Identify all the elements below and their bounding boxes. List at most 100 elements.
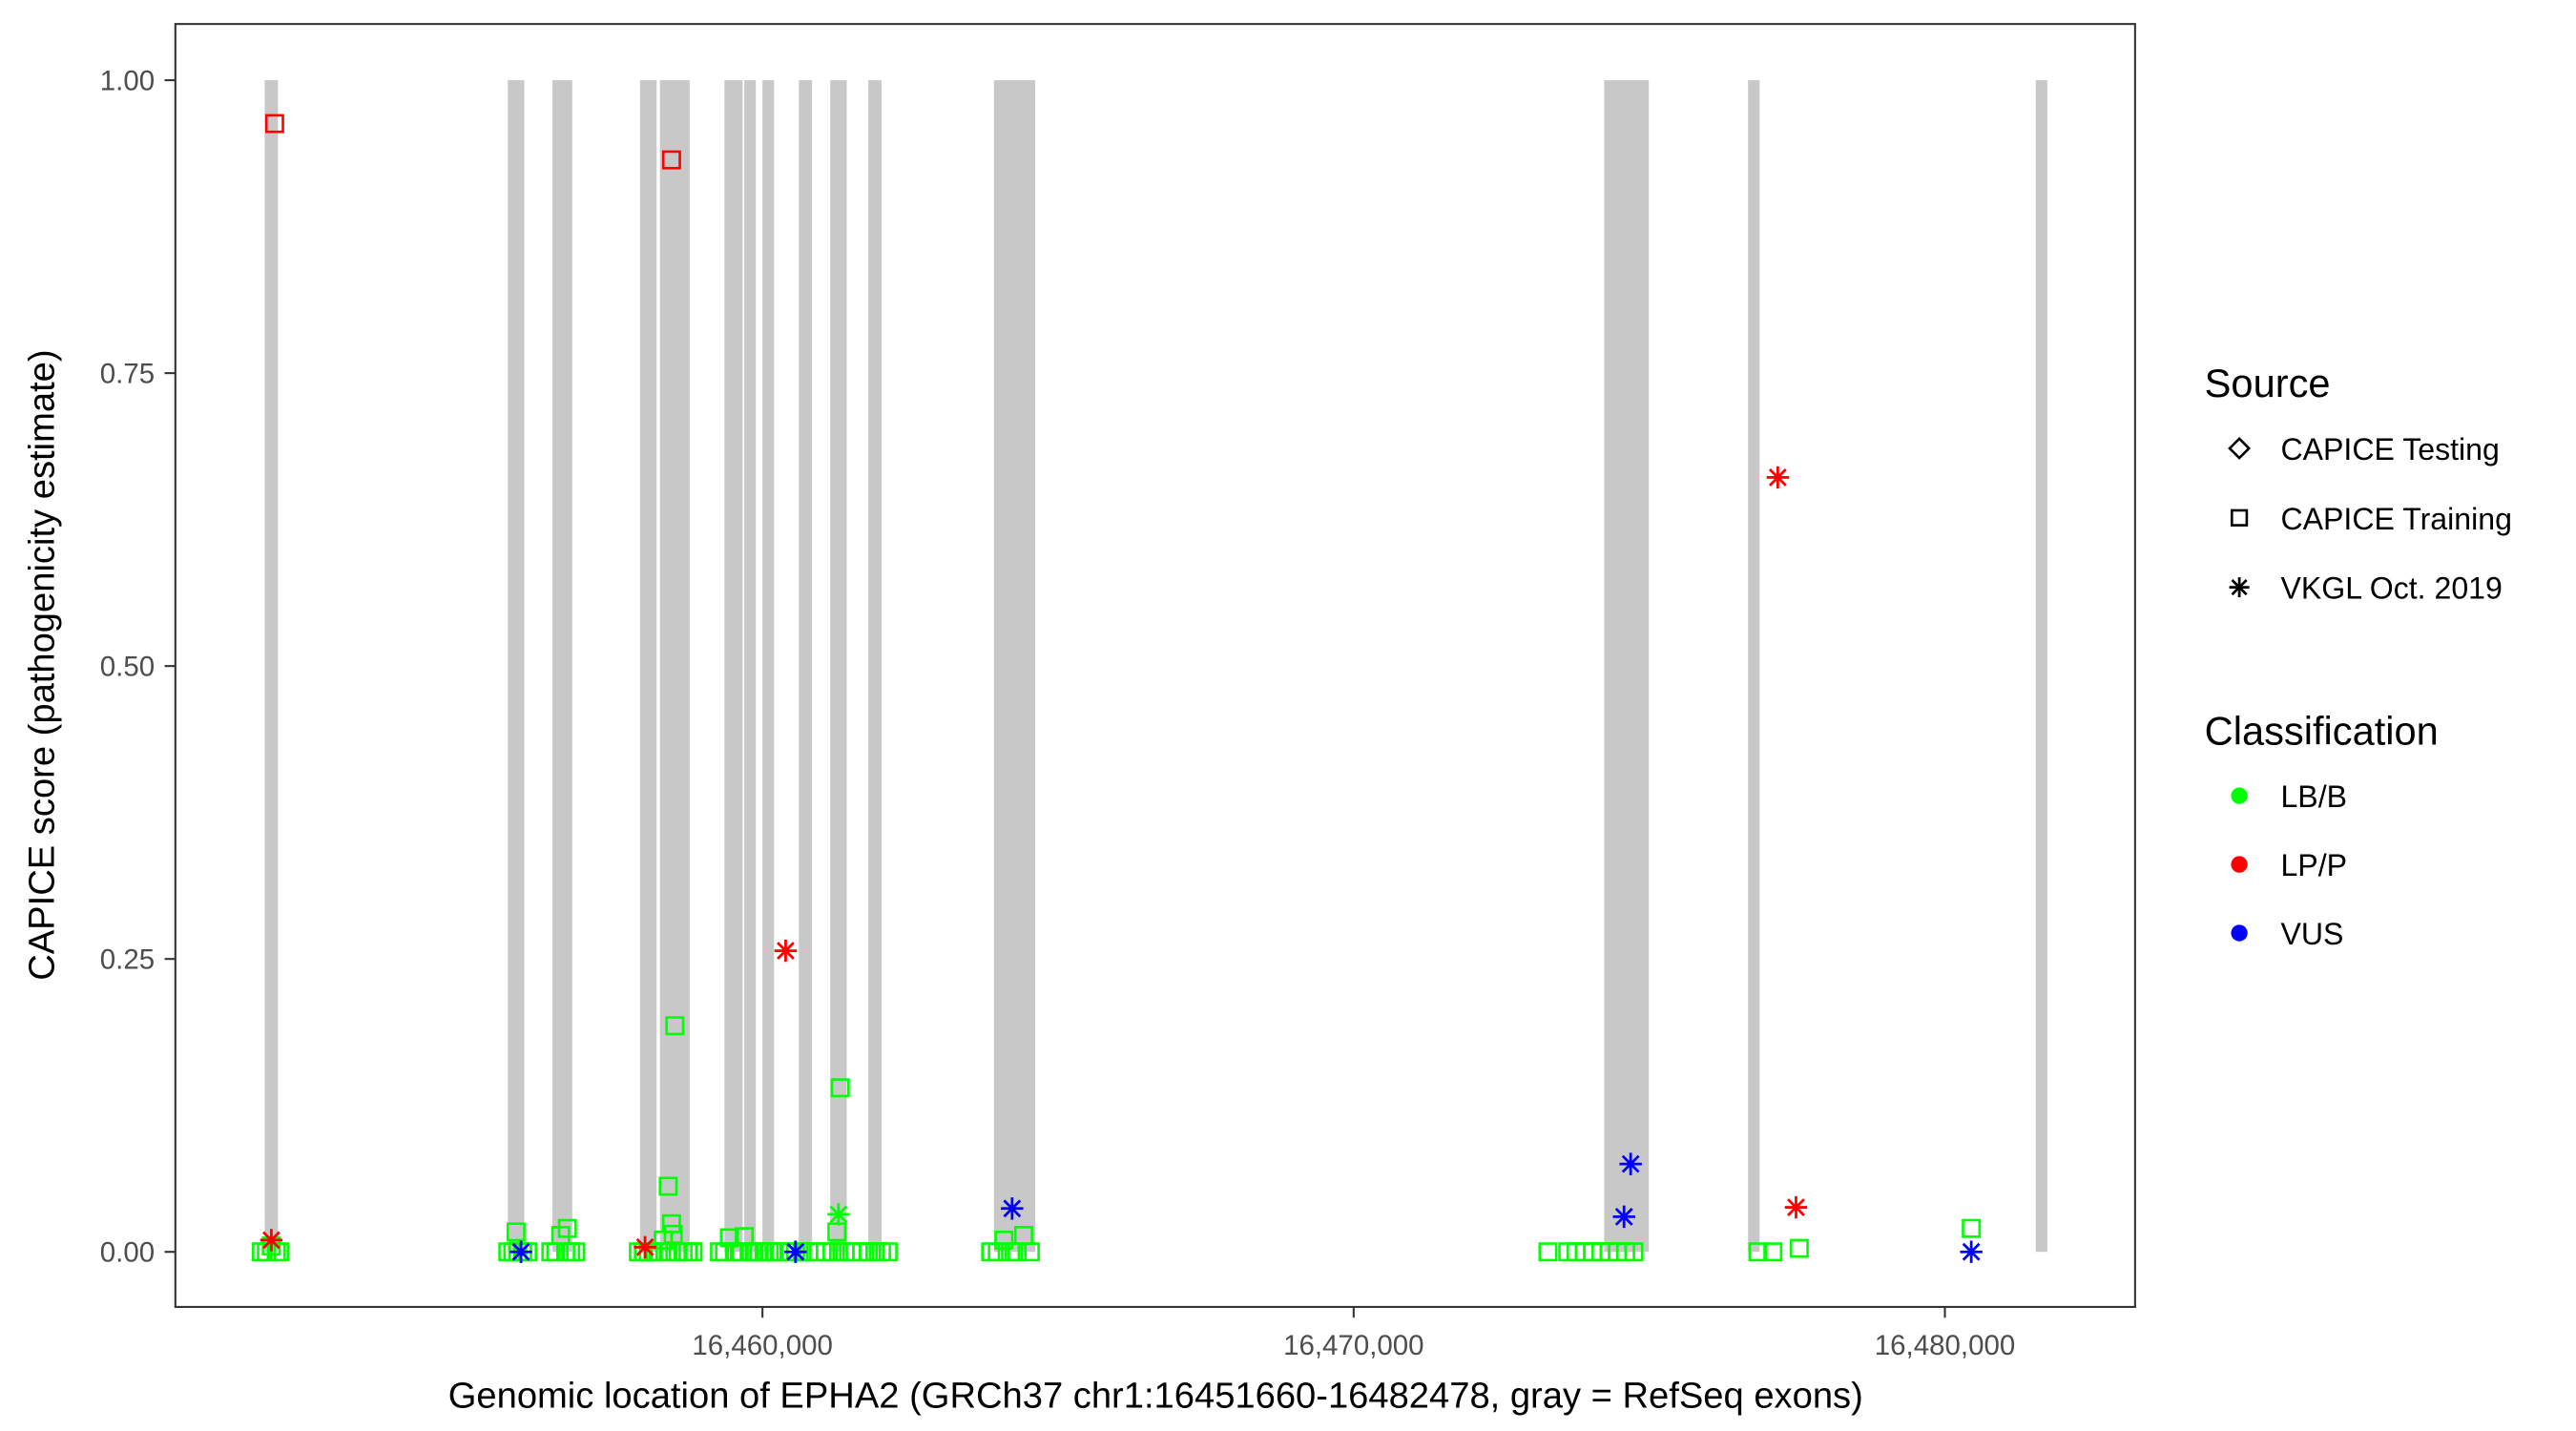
x-axis-title: Genomic location of EPHA2 (GRCh37 chr1:1…: [448, 1376, 1863, 1417]
asterisk-marker: [784, 1240, 807, 1263]
data-point: [1766, 466, 1790, 489]
asterisk-marker: [1612, 1205, 1635, 1229]
data-point: [1619, 1152, 1642, 1175]
exon-bar: [552, 80, 572, 1253]
asterisk-marker: [774, 939, 798, 963]
x-axis: 16,460,000 16,470,000 16,480,000: [692, 1306, 2016, 1361]
data-point: [729, 1242, 749, 1262]
exon-bar: [724, 80, 743, 1253]
data-point: [557, 1218, 577, 1238]
legend-key-square-icon: [2231, 508, 2249, 527]
asterisk-marker: [1784, 1195, 1808, 1219]
exon-bar: [639, 80, 657, 1253]
data-point: [506, 1222, 526, 1242]
legend-source-label: CAPICE Testing: [2280, 432, 2499, 467]
data-point: [827, 1203, 850, 1226]
data-point: [1960, 1240, 1983, 1263]
data-point: [827, 1222, 847, 1242]
data-point: [1612, 1205, 1635, 1229]
square-marker: [987, 1242, 1008, 1262]
square-marker: [665, 1016, 685, 1036]
square-marker: [1624, 1242, 1644, 1262]
square-marker: [729, 1242, 749, 1262]
exon-layer: [264, 80, 2047, 1253]
data-point: [878, 1242, 898, 1262]
asterisk-marker: [1960, 1240, 1983, 1263]
x-tick-label: 16,480,000: [1875, 1330, 2016, 1361]
square-marker: [264, 114, 284, 134]
square-marker: [658, 1176, 678, 1196]
data-point: [1784, 1195, 1808, 1219]
square-marker: [994, 1230, 1014, 1250]
x-tick-label: 16,460,000: [692, 1330, 833, 1361]
exon-bar: [2035, 80, 2047, 1253]
legend-class-title: Classification: [2205, 708, 2439, 753]
legend-class-label: LP/P: [2280, 848, 2347, 882]
asterisk-marker: [634, 1235, 656, 1259]
y-axis: 0.00 0.25 0.50 0.75 1.00: [100, 65, 176, 1269]
data-point: [1001, 1197, 1024, 1220]
exon-bar: [264, 80, 279, 1253]
legend-key-asterisk-icon: [2229, 577, 2250, 598]
asterisk-marker: [2229, 577, 2250, 598]
legend-key-diamond-icon: [2228, 436, 2252, 460]
exon-bar: [830, 80, 847, 1253]
data-point: [264, 114, 284, 134]
square-marker: [506, 1222, 526, 1242]
square-marker: [1020, 1242, 1040, 1262]
data-point: [784, 1240, 807, 1263]
data-point: [683, 1242, 703, 1262]
data-point: [566, 1242, 586, 1262]
asterisk-marker: [1766, 466, 1790, 489]
square-marker: [830, 1078, 850, 1098]
data-point: [661, 1213, 681, 1234]
square-marker: [719, 1228, 739, 1248]
square-marker: [1748, 1242, 1768, 1262]
data-point: [1538, 1242, 1558, 1262]
y-tick-label: 0.75: [100, 359, 155, 390]
data-point: [260, 1229, 283, 1252]
data-point: [830, 1078, 850, 1098]
data-point: [1748, 1242, 1768, 1262]
data-point: [774, 939, 798, 963]
exon-bar: [508, 80, 525, 1253]
square-marker: [1763, 1242, 1783, 1262]
square-marker: [1538, 1242, 1558, 1262]
square-marker: [661, 1213, 681, 1234]
legend-key-dot-icon: [2231, 787, 2248, 804]
data-point: [715, 1242, 735, 1262]
data-point: [994, 1230, 1014, 1250]
square-marker: [878, 1242, 898, 1262]
legend-key-dot-icon: [2231, 924, 2248, 942]
exon-bar: [993, 80, 1036, 1253]
asterisk-marker: [509, 1240, 532, 1263]
data-point: [735, 1227, 755, 1247]
plot-panel-border: [174, 23, 2136, 1308]
legend-source-title: Source: [2205, 361, 2331, 405]
square-marker: [661, 150, 681, 170]
data-point: [634, 1235, 656, 1259]
square-marker: [557, 1218, 577, 1238]
exon-bar: [799, 80, 813, 1253]
legend-source-label: VKGL Oct. 2019: [2280, 571, 2502, 606]
square-marker: [566, 1242, 586, 1262]
legend-class-label: VUS: [2280, 917, 2343, 951]
asterisk-marker: [1001, 1197, 1024, 1220]
asterisk-marker: [827, 1203, 850, 1226]
data-point: [658, 1176, 678, 1196]
square-marker: [1789, 1238, 1809, 1258]
y-tick-label: 0.00: [100, 1237, 155, 1269]
data-point: [987, 1242, 1008, 1262]
data-point: [665, 1016, 685, 1036]
data-point: [270, 1242, 289, 1262]
x-tick-label: 16,470,000: [1283, 1330, 1424, 1361]
data-point: [509, 1240, 532, 1263]
y-axis-title: CAPICE score (pathogenicity estimate): [21, 349, 62, 980]
diamond-marker: [2228, 436, 2252, 460]
square-marker: [270, 1242, 289, 1262]
legend: Source Classification CAPICE Testing CAPI…: [2205, 361, 2512, 951]
legend-key-dot-icon: [2231, 856, 2248, 873]
exon-bar: [868, 80, 882, 1253]
y-tick-label: 0.50: [100, 652, 155, 683]
